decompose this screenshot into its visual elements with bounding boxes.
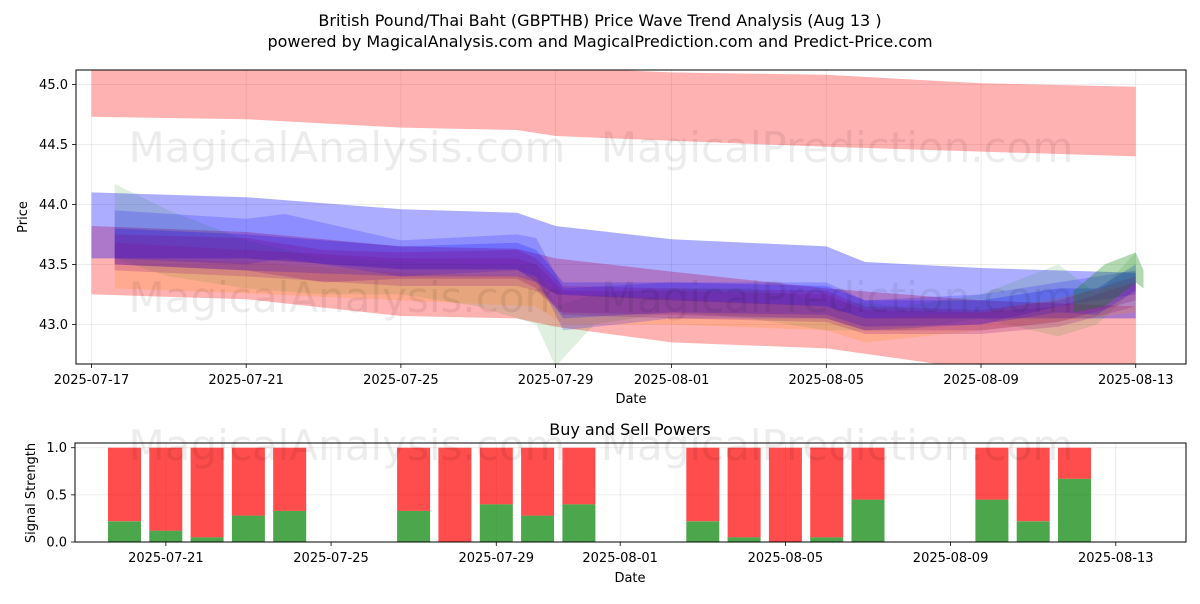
watermark-prediction-top: MagicalPrediction.com	[601, 123, 1074, 172]
price-x-tick-label: 2025-07-29	[518, 373, 594, 388]
sell-bar	[438, 447, 472, 542]
sell-bar	[975, 447, 1009, 500]
price-band-blue-band	[91, 192, 1136, 319]
buy-bar	[727, 537, 761, 542]
price-y-tick-label: 45.0	[39, 78, 68, 93]
price-band-green-wave	[114, 184, 1136, 364]
sell-bar	[273, 447, 307, 511]
buy-bar	[1058, 478, 1091, 542]
price-x-tick-label: 2025-08-05	[789, 373, 865, 388]
signal-x-tick-label: 2025-08-13	[1078, 551, 1154, 566]
price-band-purple-wave-2	[114, 242, 1136, 334]
signal-axes: 2025-07-21 2025-07-25 2025-07-29 2025-08-01…	[46, 441, 1153, 566]
price-axes: 2025-07-17 2025-07-21 2025-07-25 2025-07-29…	[39, 78, 1173, 388]
price-y-tick-label: 43.5	[39, 258, 68, 273]
signal-x-tick-label: 2025-07-29	[458, 551, 534, 566]
buy-bar	[273, 510, 307, 542]
sell-bar	[1058, 447, 1091, 479]
buy-bar	[686, 521, 720, 542]
price-y-label: Price	[16, 201, 31, 233]
price-y-tick-label: 44.5	[39, 138, 68, 153]
sell-bar	[562, 447, 596, 505]
price-x-tick-label: 2025-08-13	[1098, 373, 1174, 388]
price-x-tick-label: 2025-07-25	[363, 373, 439, 388]
price-band-upper-red-band	[91, 70, 1136, 157]
price-grid	[76, 70, 1186, 364]
chart-subtitle: powered by MagicalAnalysis.com and Magic…	[267, 32, 932, 51]
buy-bar	[397, 510, 431, 542]
price-x-tick-label: 2025-07-21	[208, 373, 284, 388]
buy-bar	[231, 515, 265, 542]
buy-bar	[562, 504, 596, 542]
price-band-lower-red-band	[91, 226, 1136, 364]
buy-bar	[149, 530, 183, 542]
buy-bar	[851, 499, 885, 542]
signal-x-tick-label: 2025-08-01	[582, 551, 658, 566]
sell-bar	[1016, 447, 1050, 522]
signal-x-tick-label: 2025-07-25	[293, 551, 369, 566]
signal-bars	[108, 447, 1091, 542]
chart-title: British Pound/Thai Baht (GBPTHB) Price W…	[318, 11, 881, 30]
signal-x-label: Date	[614, 571, 645, 586]
price-band-purple-wave-1	[114, 234, 1136, 331]
watermark-prediction-bottom: MagicalPrediction.com	[601, 421, 1074, 470]
price-band-green-spike	[1073, 252, 1144, 313]
buy-bar	[108, 521, 141, 542]
sell-bar	[768, 447, 802, 542]
buy-bar	[975, 499, 1009, 542]
sell-bar	[397, 447, 431, 511]
signal-x-tick-label: 2025-07-21	[128, 551, 204, 566]
price-y-tick-label: 44.0	[39, 198, 68, 213]
price-plot-frame	[75, 69, 1187, 365]
sell-bar	[190, 447, 224, 538]
sell-bar	[727, 447, 761, 538]
watermark-analysis-mid: MagicalAnalysis.com	[129, 273, 566, 322]
sell-bar	[851, 447, 885, 500]
watermark-prediction-mid: MagicalPrediction.com	[601, 273, 1074, 322]
sell-bar	[108, 447, 141, 522]
sell-bar	[810, 447, 844, 538]
sell-bar	[231, 447, 265, 516]
signal-y-tick-label: 0.5	[46, 488, 67, 503]
price-band-blue-wave-2	[114, 228, 1136, 327]
sell-bar	[521, 447, 555, 516]
price-bands	[91, 70, 1144, 364]
price-x-label: Date	[615, 392, 646, 407]
price-panel: MagicalAnalysis.com MagicalPrediction.co…	[16, 69, 1187, 407]
sell-bar	[686, 447, 720, 522]
sell-bar	[479, 447, 513, 505]
buy-bar	[190, 537, 224, 542]
buy-bar	[521, 515, 555, 542]
price-x-tick-label: 2025-07-17	[54, 373, 130, 388]
watermark-analysis-bottom: MagicalAnalysis.com	[129, 421, 566, 470]
signal-plot-frame	[74, 442, 1187, 543]
signal-y-label: Signal Strength	[24, 443, 39, 543]
signal-y-tick-label: 0.0	[46, 536, 67, 551]
signal-panel: Buy and Sell Powers MagicalAnalysis.com …	[24, 420, 1187, 586]
buy-bar	[810, 537, 844, 542]
signal-title: Buy and Sell Powers	[549, 420, 711, 439]
signal-y-tick-label: 1.0	[46, 441, 67, 456]
price-band-blue-wave-1	[114, 210, 1136, 331]
price-x-tick-label: 2025-08-01	[634, 373, 710, 388]
signal-x-tick-label: 2025-08-05	[748, 551, 824, 566]
price-band-orange-wave	[114, 258, 1136, 343]
price-x-tick-label: 2025-08-09	[943, 373, 1019, 388]
signal-x-tick-label: 2025-08-09	[913, 551, 989, 566]
sell-bar	[149, 447, 183, 531]
buy-bar	[479, 504, 513, 542]
price-y-tick-label: 43.0	[39, 318, 68, 333]
watermark-analysis-top: MagicalAnalysis.com	[129, 123, 566, 172]
buy-bar	[1016, 521, 1050, 542]
